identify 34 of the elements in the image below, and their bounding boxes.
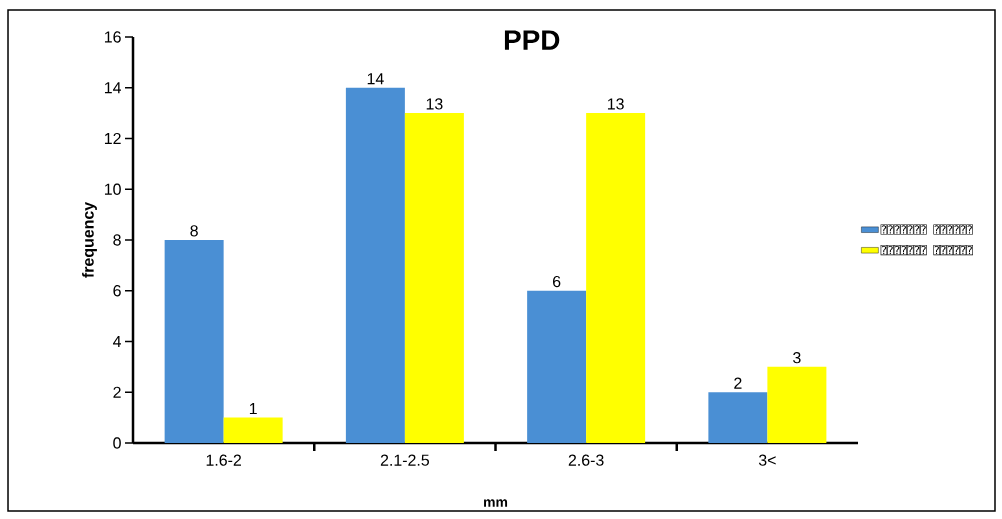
x-tick-label: 1.6-2 — [206, 454, 241, 466]
bar — [164, 239, 224, 443]
x-axis-title: mm — [484, 499, 508, 507]
y-axis-title: frequency — [82, 201, 97, 278]
data-label: 13 — [426, 98, 443, 110]
data-label: 6 — [553, 275, 561, 288]
x-tick-label: 2.1-2.5 — [380, 454, 430, 466]
legend-label: ⍰⍰⍰⍰⍰⍰⍰ ⍰⍰⍰⍰⍰⍰ — [880, 244, 973, 256]
y-tick-label: 4 — [112, 336, 122, 347]
bar — [767, 366, 827, 443]
legend-label: ⍰⍰⍰⍰⍰⍰⍰ ⍰⍰⍰⍰⍰⍰ — [880, 224, 973, 235]
chart-title: PPD — [504, 30, 560, 50]
y-tick-label: 0 — [113, 437, 121, 449]
bar — [527, 290, 587, 443]
y-tick-label: 10 — [104, 183, 121, 195]
bar — [708, 392, 768, 443]
data-label: 14 — [367, 73, 384, 85]
data-label: 13 — [607, 98, 624, 110]
y-tick-label: 16 — [104, 31, 121, 43]
x-tick-label: 3< — [758, 454, 776, 466]
data-label: 1 — [249, 403, 257, 415]
y-tick-label: 6 — [113, 285, 121, 297]
bar — [345, 87, 405, 443]
data-label: 3 — [793, 352, 801, 364]
bar — [404, 113, 464, 443]
y-tick-label: 8 — [113, 234, 121, 246]
x-tick-label: 2.6-3 — [568, 454, 604, 466]
bar — [586, 113, 646, 443]
y-tick-label: 2 — [113, 386, 121, 398]
y-tick-label: 12 — [104, 132, 121, 145]
data-label: 2 — [734, 377, 742, 389]
data-label: 8 — [190, 225, 198, 237]
bar — [223, 417, 283, 443]
y-tick-label: 14 — [104, 82, 122, 94]
